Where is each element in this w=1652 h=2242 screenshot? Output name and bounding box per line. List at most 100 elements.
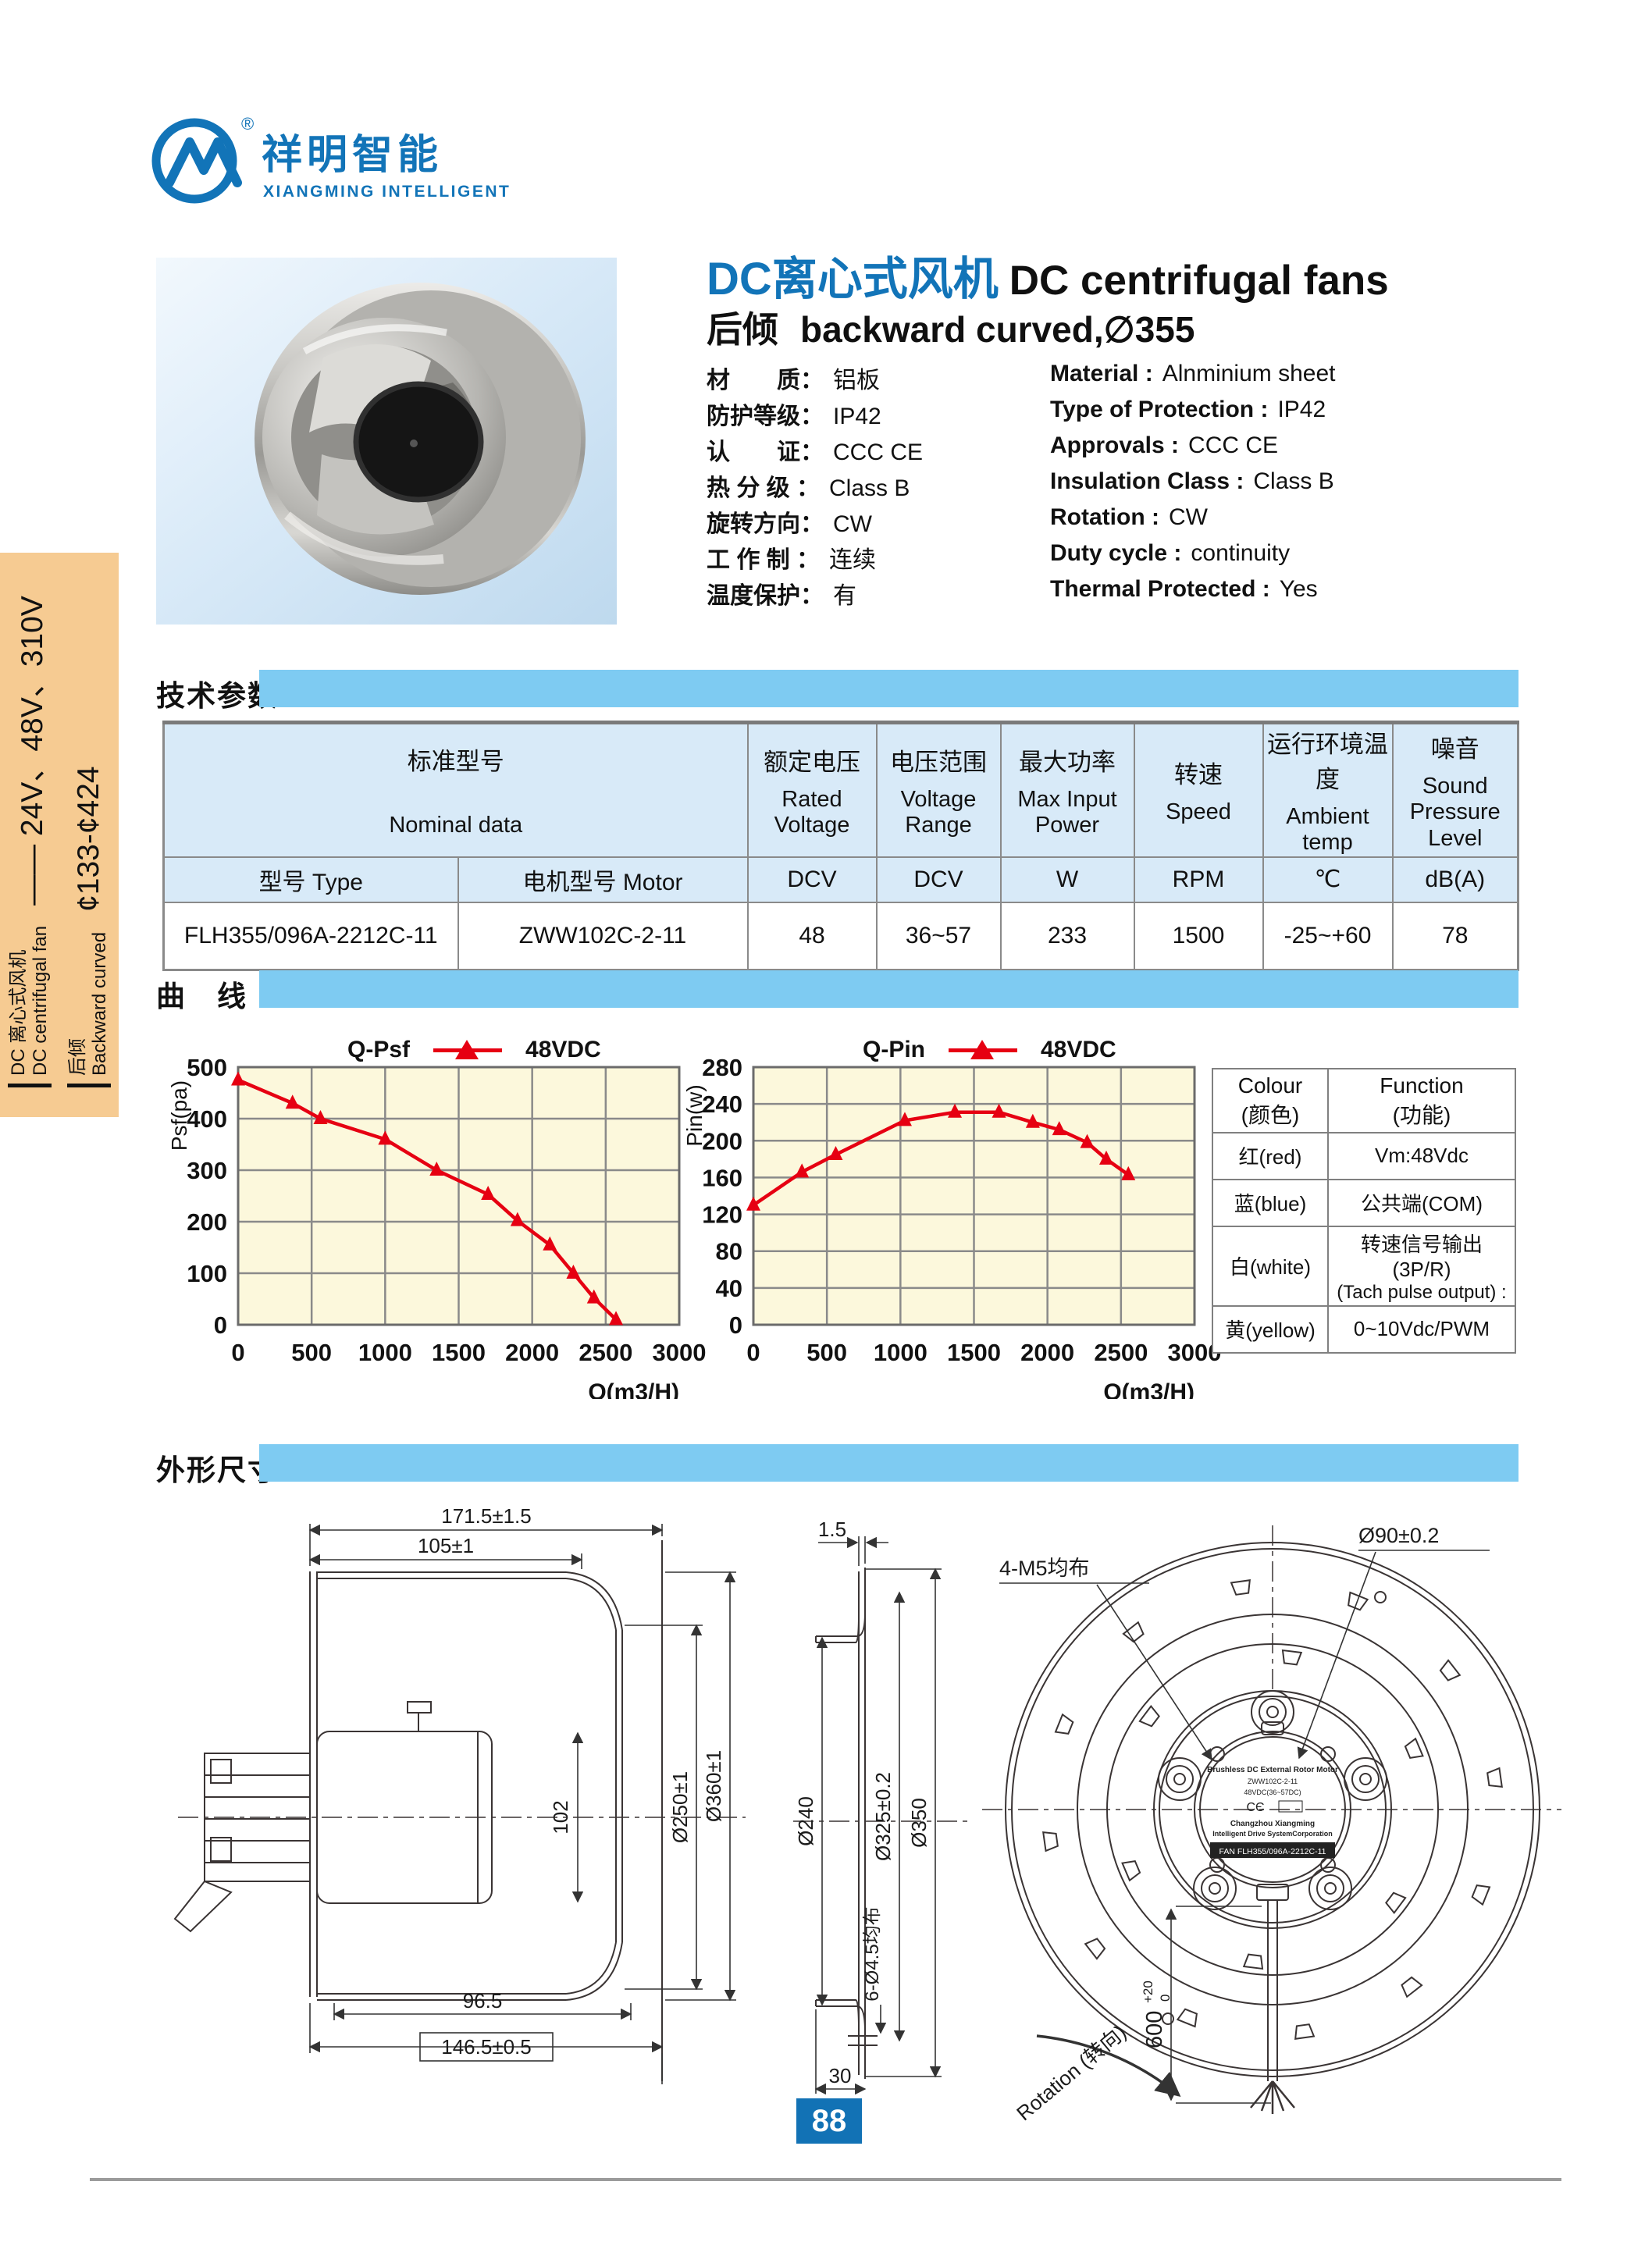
wire-header-function: Function (功能) <box>1327 1068 1516 1133</box>
cell-motor: ZWW102C-2-11 <box>457 901 749 971</box>
svg-text:48VDC(36~57DC): 48VDC(36~57DC) <box>1244 1788 1301 1796</box>
data-point-marker <box>1080 1133 1095 1148</box>
svg-text:0: 0 <box>214 1311 227 1339</box>
page-number: 88 <box>796 2098 862 2144</box>
dim-cable-length: 600 +20 0 <box>1141 1980 1173 2048</box>
dim-dia-240: Ø240 <box>794 1796 817 1846</box>
dim-dia-250: Ø250±1 <box>668 1771 692 1843</box>
chart-q-pin: 0 500 1000 1500 2000 2500 30000408012016020024… <box>682 1055 1221 1399</box>
data-point-marker <box>897 1112 912 1126</box>
dim-lip-thickness: 1.5 <box>818 1518 846 1541</box>
svg-text:500: 500 <box>291 1339 332 1366</box>
page-subtitle-cn: 后倾 <box>707 309 778 350</box>
svg-text:1500: 1500 <box>947 1339 1001 1366</box>
motor-mount-bolts <box>1158 1690 1387 1910</box>
brand-logo: ® 祥明智能 XIANGMING INTELLIGENT <box>151 114 511 204</box>
sidebar-product-tab: DC 离心式风机 DC centrifugal fan —— 24V、48V、3… <box>0 553 119 1117</box>
data-point-marker <box>313 1110 328 1124</box>
dim-flange-depth: 30 <box>829 2064 852 2087</box>
cell-noise: 78 <box>1391 901 1519 971</box>
svg-text:120: 120 <box>702 1201 742 1229</box>
wire-function-table: Colour (颜色) Function (功能) 红(red) Vm:48Vdc … <box>1212 1068 1516 1354</box>
triangle-line-marker-icon <box>949 1040 1017 1060</box>
data-point-marker <box>285 1094 300 1109</box>
header-ambient-temp: 运行环境温度 Ambient temp <box>1262 721 1394 858</box>
data-point-marker <box>828 1145 843 1160</box>
data-point-marker <box>231 1071 245 1086</box>
drawing-side-dimension-labels: 171.5±1.5 105±1 102 Ø250±1 Ø360±1 96.5 1… <box>418 1504 725 2059</box>
svg-text:0: 0 <box>729 1311 742 1339</box>
table-header-row: 标准型号 Nominal data 额定电压 Rated Voltage 电压范围… <box>162 721 1519 858</box>
cell-ambient-temp: -25~+60 <box>1262 901 1394 971</box>
data-point-marker <box>795 1163 810 1178</box>
cell-speed: 1500 <box>1133 901 1264 971</box>
legend-q-pin: Q-Pin 48VDC <box>863 1037 1116 1063</box>
triangle-line-marker-icon <box>433 1040 503 1060</box>
svg-text:FAN FLH355/096A-2212C-11: FAN FLH355/096A-2212C-11 <box>1219 1847 1326 1856</box>
legend-title: Q-Psf <box>347 1037 411 1062</box>
logo-monogram-icon <box>151 118 242 204</box>
page-title-en: DC centrifugal fans <box>1009 258 1389 304</box>
lead-wire-cable <box>1250 1884 1295 2114</box>
blade-tabs <box>1042 1579 1503 2040</box>
y-axis-label: Psf(pa) <box>167 1080 191 1151</box>
unit-rated-voltage: DCV <box>746 856 878 903</box>
legend-series: 48VDC <box>525 1037 601 1062</box>
svg-text:80: 80 <box>716 1238 742 1265</box>
wire-row-yellow: 黄(yellow) 0~10Vdc/PWM <box>1212 1304 1516 1354</box>
brand-name-en: XIANGMING INTELLIGENT <box>263 183 511 201</box>
section-curves: 曲 线 <box>156 970 1518 1012</box>
sidebar-series-backward-label: 后倾 Backward curved <box>66 931 112 1087</box>
table-row: FLH355/096A-2212C-11 ZWW102C-2-11 48 36~… <box>162 901 1519 971</box>
spec-row-protection: 防护等级： IP42 Type of Protection : IP42 <box>707 397 1326 429</box>
dim-total-depth: 171.5±1.5 <box>441 1504 531 1528</box>
svg-text:2500: 2500 <box>579 1339 632 1366</box>
svg-text:ZWW102C-2-11: ZWW102C-2-11 <box>1248 1778 1298 1785</box>
dim-inner-depth: 105±1 <box>418 1534 474 1557</box>
wire-row-blue: 蓝(blue) 公共端(COM) <box>1212 1178 1516 1227</box>
registered-mark: ® <box>241 114 254 133</box>
svg-text:100: 100 <box>187 1260 227 1287</box>
svg-text:Changzhou Xiangming: Changzhou Xiangming <box>1230 1820 1315 1828</box>
dimension-drawings: 171.5±1.5 105±1 102 Ø250±1 Ø360±1 96.5 1… <box>173 1504 1561 2125</box>
sidebar-series-backward: 后倾 Backward curved ¢133-¢424 <box>61 553 117 1087</box>
drawing-front-labels: 4-M5均布 Ø90±0.2 600 +20 0 Rotation (转向) <box>999 1524 1439 2125</box>
cell-voltage-range: 36~57 <box>875 901 1002 971</box>
page-subtitle: 后倾 backward curved,∅355 <box>707 301 1194 353</box>
cell-type: FLH355/096A-2212C-11 <box>162 901 459 971</box>
unit-noise: dB(A) <box>1391 856 1519 903</box>
unit-speed: RPM <box>1133 856 1264 903</box>
drawing-front-view <box>982 1525 1561 2114</box>
dim-dia-90: Ø90±0.2 <box>1358 1524 1439 1547</box>
section-tech-params: 技术参数 <box>156 670 1518 712</box>
sidebar-diameter-range: ¢133-¢424 <box>72 766 105 912</box>
svg-text:40: 40 <box>716 1275 742 1302</box>
wire-header-colour: Colour (颜色) <box>1212 1068 1329 1133</box>
svg-text:Brushless DC External Rotor Mo: Brushless DC External Rotor Motor <box>1207 1766 1338 1774</box>
header-speed: 转速 Speed <box>1133 721 1264 858</box>
svg-text:2000: 2000 <box>505 1339 559 1366</box>
svg-text:0: 0 <box>1158 1995 1173 2002</box>
svg-text:1500: 1500 <box>432 1339 486 1366</box>
dim-overall-depth: 146.5±0.5 <box>441 2035 531 2059</box>
drawing-side-section <box>173 1540 746 2081</box>
data-point-marker <box>586 1289 601 1304</box>
section-bar <box>259 970 1518 1008</box>
svg-text:0: 0 <box>746 1339 760 1366</box>
wire-header-row: Colour (颜色) Function (功能) <box>1212 1068 1516 1133</box>
spec-row-insulation: 热 分 级 ： Class B Insulation Class : Class B <box>707 468 1334 501</box>
footer-rule <box>90 2178 1561 2181</box>
section-bar <box>259 670 1518 707</box>
data-point-marker <box>481 1186 496 1201</box>
svg-text:160: 160 <box>702 1164 742 1191</box>
spec-row-approvals: 认 证： CCC CE Approvals : CCC CE <box>707 432 1279 465</box>
svg-text:500: 500 <box>187 1055 227 1081</box>
legend-q-psf: Q-Psf 48VDC <box>347 1037 601 1063</box>
dim-dia-350: Ø350 <box>907 1798 931 1848</box>
dim-dia-325: Ø325±0.2 <box>871 1772 895 1861</box>
unit-type: 型号 Type <box>162 856 459 903</box>
dim-bolt-pattern: 4-M5均布 <box>999 1557 1090 1580</box>
unit-ambient-temp: ℃ <box>1262 856 1394 903</box>
x-axis-label: Q(m3/H) <box>588 1379 679 1399</box>
y-axis-label: Pin(w) <box>682 1084 707 1146</box>
